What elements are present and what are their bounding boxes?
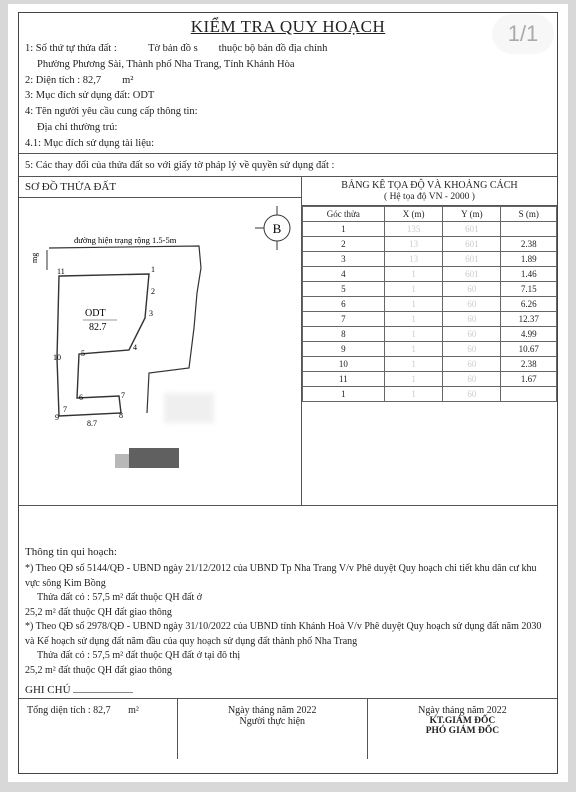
svg-text:4: 4	[133, 343, 137, 352]
th-y: Y (m)	[443, 207, 501, 222]
p1b: 25,2 m² đất thuộc QH đất giao thông	[25, 606, 551, 621]
h1c: thuộc bộ bản đồ địa chính	[219, 43, 328, 54]
h1b: Tờ bản đồ s	[148, 43, 198, 54]
diagram-title: SƠ ĐỒ THỬA ĐẤT	[19, 177, 301, 198]
th-s: S (m)	[501, 207, 557, 222]
table-row: 916010.67	[302, 342, 556, 357]
table-row: 1135601	[302, 222, 556, 237]
table-row: 416011.46	[302, 267, 556, 282]
svg-text:3: 3	[149, 309, 153, 318]
svg-text:8: 8	[119, 411, 123, 420]
svg-text:ODT: ODT	[85, 308, 106, 319]
h1sub: Phường Phương Sài, Thành phố Nha Trang, …	[25, 57, 551, 73]
p2b: 25,2 m² đất thuộc QH đất giao thông	[25, 664, 551, 679]
svg-text:B: B	[273, 221, 282, 236]
planning-title: Thông tin qui hoạch:	[25, 546, 551, 558]
document-page: 1/1 KIỂM TRA QUY HOẠCH 1: Số thứ tự thửa…	[8, 4, 568, 782]
table-row: 101602.38	[302, 357, 556, 372]
table-row: 716012.37	[302, 312, 556, 327]
p1: *) Theo QĐ số 5144/QĐ - UBND ngày 21/12/…	[25, 562, 551, 591]
svg-text:10: 10	[53, 353, 61, 362]
svg-text:7: 7	[63, 405, 67, 414]
table-row: 81604.99	[302, 327, 556, 342]
content-frame: KIỂM TRA QUY HOẠCH 1: Số thứ tự thửa đất…	[18, 12, 558, 774]
svg-text:8.7: 8.7	[87, 419, 97, 428]
parcel-diagram: B mg đường hiện trạng rộng 1.5-5m	[19, 198, 301, 498]
footer-signer1: Ngày tháng năm 2022 Người thực hiện	[178, 699, 368, 759]
h2u: m²	[122, 75, 133, 86]
th-x: X (m)	[384, 207, 443, 222]
p2: *) Theo QĐ số 2978/QĐ - UBND ngày 31/10/…	[25, 620, 551, 649]
coords-column: BẢNG KÊ TỌA ĐỘ VÀ KHOẢNG CÁCH ( Hệ tọa đ…	[302, 177, 557, 505]
th-goc: Góc thửa	[302, 207, 384, 222]
svg-text:5: 5	[81, 349, 85, 358]
footer-signer2: Ngày tháng năm 2022 KT.GIÁM ĐỐC PHÓ GIÁM…	[368, 699, 557, 759]
footer-total: Tổng diện tích : 82,7 m²	[19, 699, 178, 759]
diagram-column: SƠ ĐỒ THỬA ĐẤT B	[19, 177, 302, 505]
h1a: 1: Số thứ tự thửa đất :	[25, 43, 117, 54]
svg-text:đường hiện trạng rộng 1.5-5m: đường hiện trạng rộng 1.5-5m	[74, 235, 177, 245]
h41: 4.1: Mục đích sử dụng tài liệu:	[25, 136, 551, 152]
svg-text:7: 7	[121, 391, 125, 400]
svg-text:1: 1	[151, 265, 155, 274]
header-info: 1: Số thứ tự thửa đất : Tờ bản đồ s thuộ…	[25, 41, 551, 151]
table-row: 51607.15	[302, 282, 556, 297]
table-row: 3136011.89	[302, 252, 556, 267]
svg-text:2: 2	[151, 287, 155, 296]
svg-text:6: 6	[79, 393, 83, 402]
table-row: 61606.26	[302, 297, 556, 312]
table-row: 1160	[302, 387, 556, 402]
h2: 2: Diện tích : 82,7	[25, 75, 101, 86]
footer-row: Tổng diện tích : 82,7 m² Ngày tháng năm …	[19, 699, 557, 759]
p1a: Thửa đất có : 57,5 m² đất thuộc QH đất ở	[25, 591, 551, 606]
svg-text:11: 11	[57, 267, 65, 276]
mid-section: SƠ ĐỒ THỬA ĐẤT B	[19, 176, 557, 506]
coords-title: BẢNG KÊ TỌA ĐỘ VÀ KHOẢNG CÁCH ( Hệ tọa đ…	[302, 177, 557, 206]
svg-text:82.7: 82.7	[89, 322, 107, 333]
doc-title: KIỂM TRA QUY HOẠCH	[25, 17, 551, 37]
h3: 3: Mục đích sử dụng đất: ODT	[25, 88, 551, 104]
p2a: Thửa đất có : 57,5 m² đất thuộc QH đất ở…	[25, 649, 551, 664]
table-row: 2136012.38	[302, 237, 556, 252]
h4: 4: Tên người yêu cầu cung cấp thông tin:	[25, 104, 551, 120]
svg-text:mg: mg	[30, 253, 39, 263]
svg-text:9: 9	[55, 413, 59, 422]
h5: 5: Các thay đổi của thửa đất so với giấy…	[25, 156, 551, 176]
table-row: 111601.67	[302, 372, 556, 387]
coords-table: Góc thửa X (m) Y (m) S (m) 1135601213601…	[302, 206, 557, 402]
ghichu-row: GHI CHÚ	[19, 684, 557, 699]
planning-block: Thông tin qui hoạch: *) Theo QĐ số 5144/…	[25, 546, 551, 678]
h4s: Địa chỉ thường trú:	[25, 120, 551, 136]
